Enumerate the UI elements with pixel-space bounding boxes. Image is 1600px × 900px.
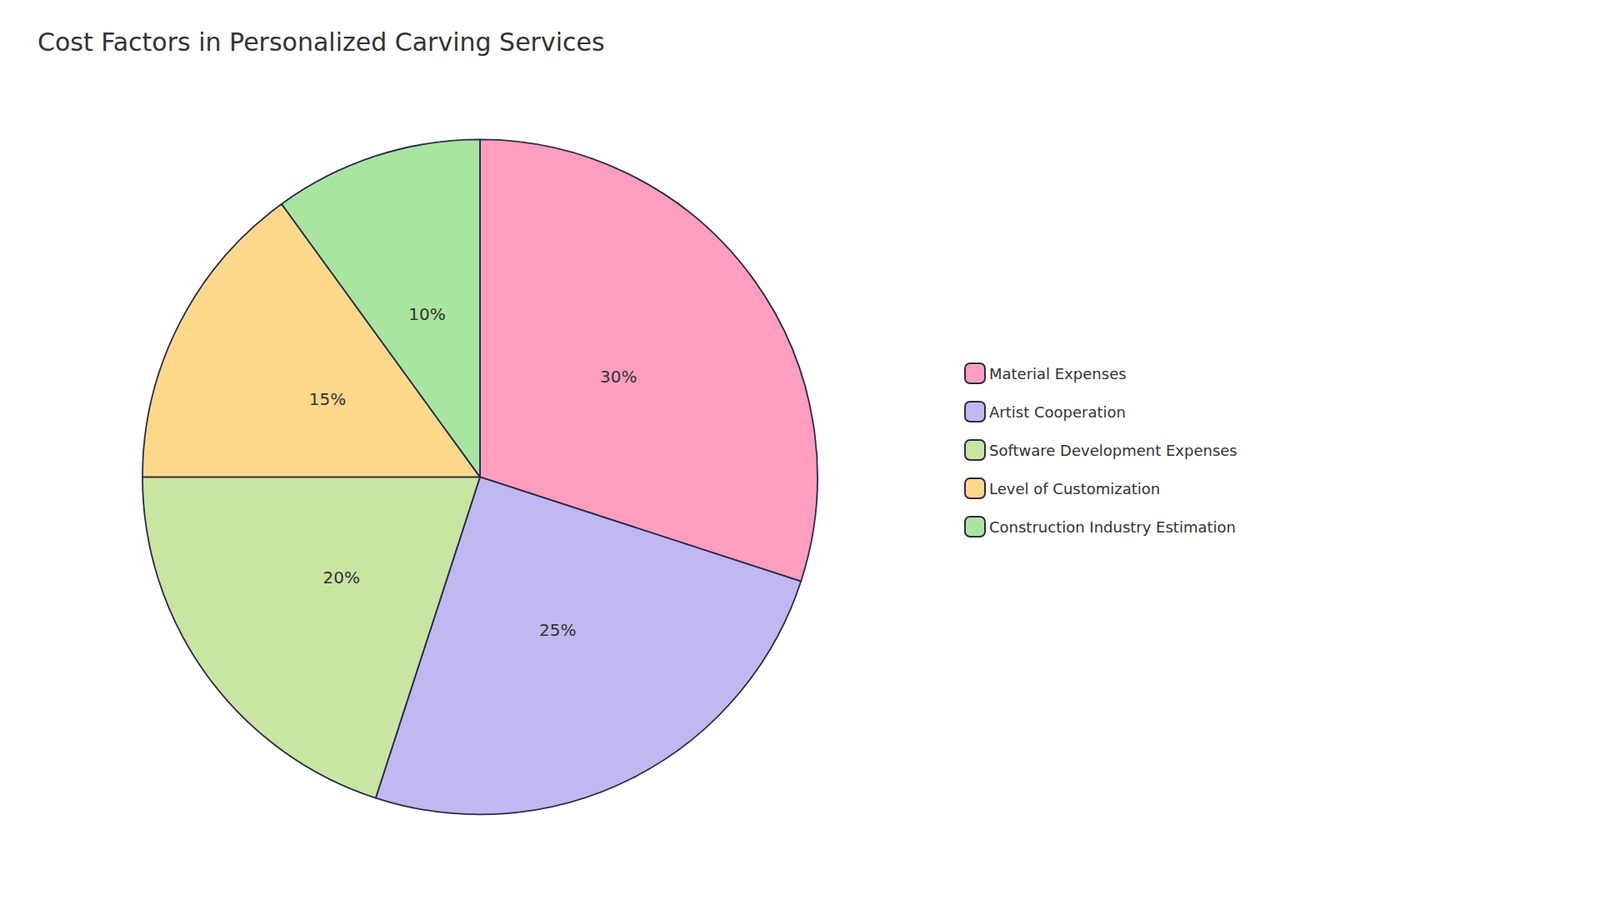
svg-text:Cost Factors in Personalized C: Cost Factors in Personalized Carving Ser… xyxy=(37,27,605,57)
svg-text:Software Development Expenses: Software Development Expenses xyxy=(989,441,1238,460)
svg-text:30%: 30% xyxy=(600,366,637,387)
svg-text:20%: 20% xyxy=(323,567,360,588)
svg-text:Artist Cooperation: Artist Cooperation xyxy=(989,403,1126,421)
svg-text:Construction Industry Estimati: Construction Industry Estimation xyxy=(989,518,1236,536)
svg-text:Material Expenses: Material Expenses xyxy=(989,365,1127,383)
svg-text:15%: 15% xyxy=(309,389,346,410)
svg-text:10%: 10% xyxy=(408,304,445,325)
svg-text:25%: 25% xyxy=(539,620,576,640)
svg-text:Level of Customization: Level of Customization xyxy=(989,480,1160,498)
